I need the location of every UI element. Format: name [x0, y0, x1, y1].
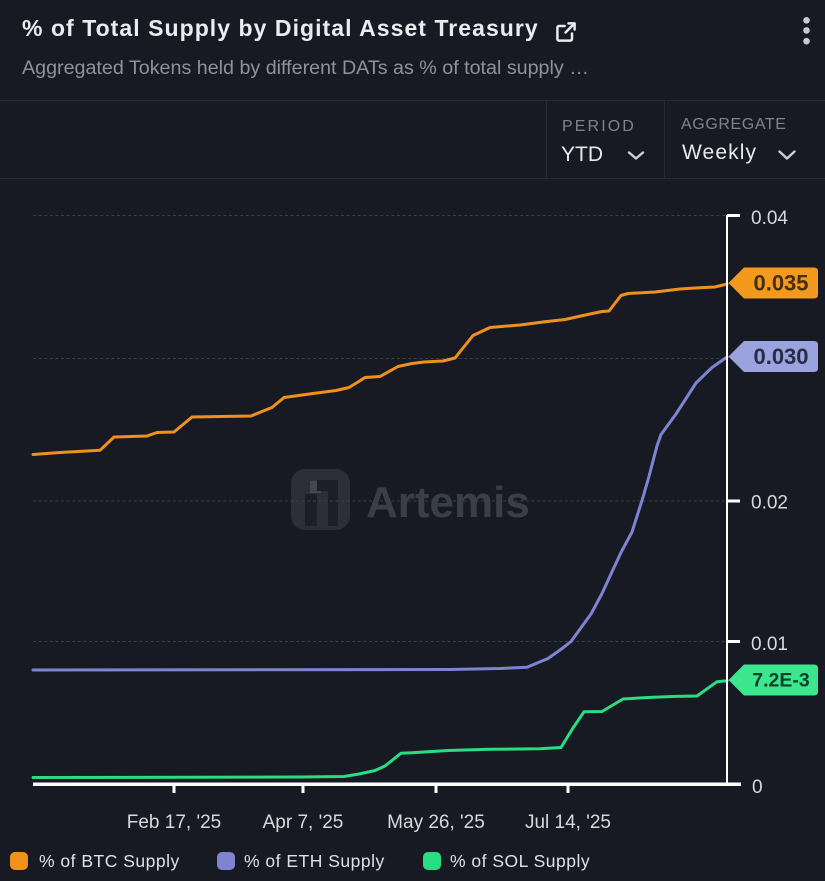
svg-text:0.035: 0.035	[753, 271, 808, 296]
svg-text:% of SOL Supply: % of SOL Supply	[450, 851, 590, 871]
svg-text:% of BTC Supply: % of BTC Supply	[39, 851, 180, 871]
svg-text:% of ETH Supply: % of ETH Supply	[244, 851, 385, 871]
svg-text:7.2E-3: 7.2E-3	[752, 670, 810, 692]
svg-text:May 26, '25: May 26, '25	[387, 812, 485, 833]
svg-text:Jul 14, '25: Jul 14, '25	[525, 812, 611, 833]
svg-text:0: 0	[752, 777, 763, 798]
svg-text:Artemis: Artemis	[366, 478, 530, 527]
svg-text:0.04: 0.04	[751, 208, 788, 229]
svg-text:0.01: 0.01	[751, 634, 788, 655]
svg-text:Feb 17, '25: Feb 17, '25	[127, 812, 221, 833]
svg-text:0.030: 0.030	[753, 344, 808, 369]
svg-text:Apr 7, '25: Apr 7, '25	[263, 812, 344, 833]
svg-text:0.02: 0.02	[751, 493, 788, 514]
